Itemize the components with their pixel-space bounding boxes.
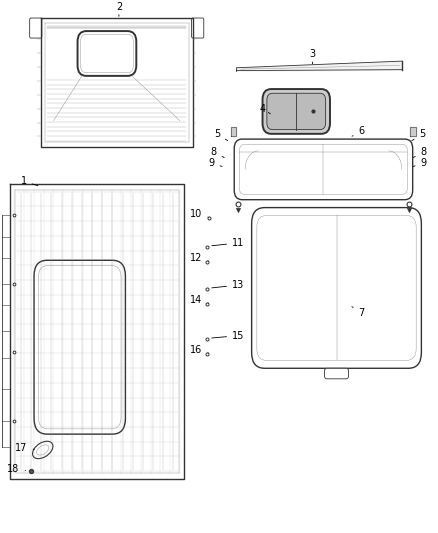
Text: 9: 9 [208,158,222,168]
Text: 17: 17 [15,443,34,454]
Text: 8: 8 [211,147,224,158]
Text: 7: 7 [352,306,364,318]
FancyBboxPatch shape [267,93,325,130]
Text: 5: 5 [214,129,228,141]
Text: 15: 15 [212,330,244,341]
Text: 16: 16 [190,345,208,356]
Text: 2: 2 [116,2,122,17]
Ellipse shape [32,441,53,458]
Text: 12: 12 [190,253,208,263]
Text: 4: 4 [259,103,270,114]
Text: 11: 11 [212,238,244,248]
Polygon shape [231,127,237,136]
FancyBboxPatch shape [191,18,204,38]
FancyBboxPatch shape [30,18,42,38]
Text: 18: 18 [7,464,25,474]
FancyBboxPatch shape [262,89,330,134]
Text: 10: 10 [190,209,208,220]
Text: 14: 14 [190,295,208,305]
FancyBboxPatch shape [78,31,136,76]
Text: 13: 13 [212,280,244,290]
Text: 9: 9 [413,158,427,168]
Text: 5: 5 [412,129,425,141]
Text: 1: 1 [21,176,38,186]
Text: 6: 6 [352,126,364,136]
Text: 8: 8 [413,147,427,158]
Ellipse shape [37,445,49,455]
FancyBboxPatch shape [325,368,349,379]
Polygon shape [410,127,416,136]
Text: 3: 3 [310,49,316,64]
